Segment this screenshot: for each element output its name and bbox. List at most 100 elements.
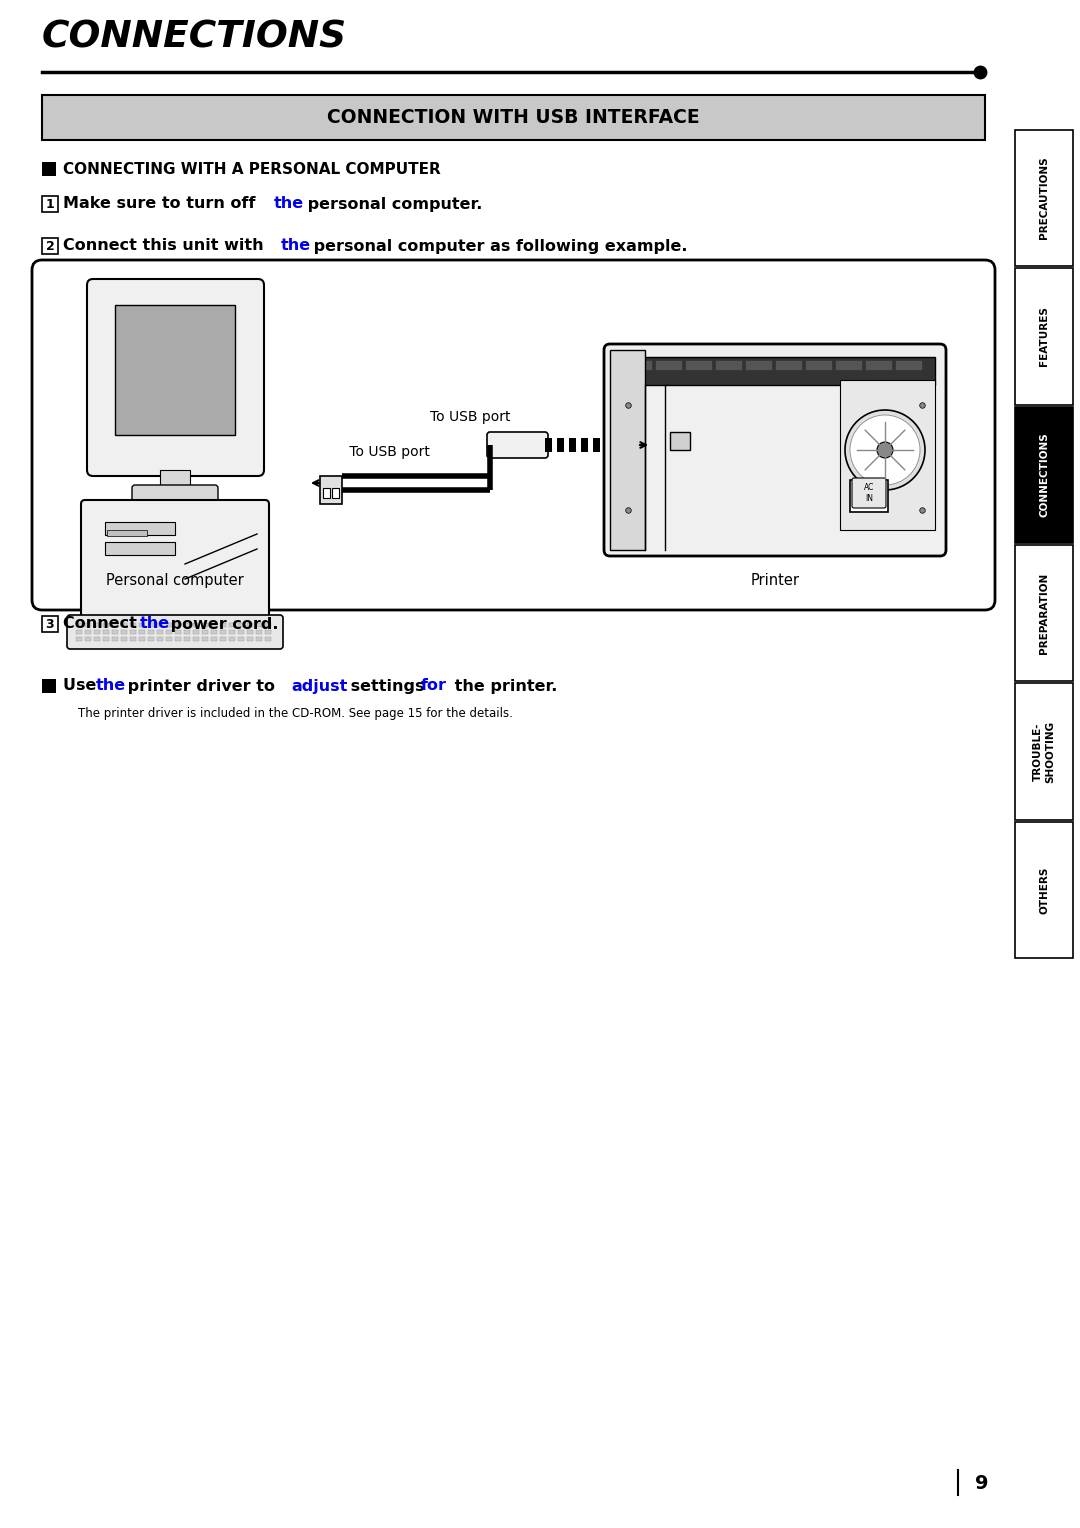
Bar xyxy=(895,361,922,370)
Text: CONNECTIONS: CONNECTIONS xyxy=(42,18,347,55)
Bar xyxy=(247,623,253,626)
Bar xyxy=(211,630,217,634)
Text: power cord.: power cord. xyxy=(165,616,279,631)
Text: Connect: Connect xyxy=(63,616,143,631)
Text: the: the xyxy=(140,616,171,631)
Bar xyxy=(211,623,217,626)
Bar xyxy=(85,630,91,634)
Bar xyxy=(121,630,127,634)
Text: Make sure to turn off: Make sure to turn off xyxy=(63,197,261,211)
Bar xyxy=(42,162,56,176)
Bar xyxy=(557,439,564,452)
Bar xyxy=(193,630,199,634)
Bar xyxy=(1015,269,1074,405)
Bar xyxy=(238,630,244,634)
Bar xyxy=(42,95,985,141)
Bar xyxy=(265,623,271,626)
Bar xyxy=(615,358,935,385)
Bar xyxy=(148,623,154,626)
Bar xyxy=(139,630,145,634)
Bar xyxy=(166,630,172,634)
Bar xyxy=(85,623,91,626)
Bar xyxy=(42,238,58,254)
Bar xyxy=(545,439,552,452)
Bar xyxy=(166,637,172,642)
Bar xyxy=(256,630,262,634)
Text: 3: 3 xyxy=(45,617,54,631)
Bar xyxy=(139,637,145,642)
Bar xyxy=(569,439,576,452)
Text: 9: 9 xyxy=(975,1475,988,1493)
Bar xyxy=(670,432,690,451)
FancyBboxPatch shape xyxy=(32,260,995,610)
FancyBboxPatch shape xyxy=(81,500,269,617)
Bar xyxy=(94,623,100,626)
Text: To USB port: To USB port xyxy=(430,410,515,423)
Bar xyxy=(229,637,235,642)
Bar xyxy=(103,630,109,634)
Bar xyxy=(202,637,208,642)
Bar xyxy=(121,637,127,642)
Bar xyxy=(332,487,339,498)
Text: 2: 2 xyxy=(45,240,54,252)
Text: Connect this unit with: Connect this unit with xyxy=(63,238,269,254)
Bar xyxy=(76,623,82,626)
Text: CONNECTION WITH USB INTERFACE: CONNECTION WITH USB INTERFACE xyxy=(327,108,700,127)
Bar xyxy=(76,630,82,634)
Bar xyxy=(256,623,262,626)
Bar xyxy=(256,637,262,642)
Bar xyxy=(220,623,226,626)
Bar xyxy=(112,630,118,634)
Bar xyxy=(130,630,136,634)
Circle shape xyxy=(877,442,893,458)
Text: for: for xyxy=(421,678,447,694)
Bar xyxy=(605,439,612,452)
Text: adjust: adjust xyxy=(291,678,348,694)
Bar xyxy=(130,637,136,642)
Bar xyxy=(247,630,253,634)
Bar xyxy=(265,630,271,634)
Circle shape xyxy=(845,410,924,490)
Bar xyxy=(148,637,154,642)
Text: AC
IN: AC IN xyxy=(864,483,874,503)
Bar xyxy=(175,637,181,642)
Bar xyxy=(105,542,175,555)
Bar xyxy=(175,630,181,634)
Circle shape xyxy=(850,416,920,484)
Bar xyxy=(184,630,190,634)
Bar xyxy=(148,630,154,634)
Bar xyxy=(238,623,244,626)
Text: PREPARATION: PREPARATION xyxy=(1039,573,1049,654)
Text: The printer driver is included in the CD-ROM. See page 15 for the details.: The printer driver is included in the CD… xyxy=(63,706,513,720)
Bar xyxy=(160,471,190,487)
Text: the: the xyxy=(96,678,126,694)
Text: the printer.: the printer. xyxy=(449,678,557,694)
Bar xyxy=(1015,683,1074,819)
Bar xyxy=(103,637,109,642)
Bar xyxy=(139,623,145,626)
Bar xyxy=(193,637,199,642)
Bar xyxy=(805,361,832,370)
Bar xyxy=(85,637,91,642)
Bar xyxy=(114,306,235,435)
FancyBboxPatch shape xyxy=(67,614,283,649)
Bar xyxy=(166,623,172,626)
Bar xyxy=(103,623,109,626)
Bar xyxy=(211,637,217,642)
Bar xyxy=(1015,545,1074,681)
Text: CONNECTING WITH A PERSONAL COMPUTER: CONNECTING WITH A PERSONAL COMPUTER xyxy=(63,162,441,177)
Text: To USB port: To USB port xyxy=(345,445,430,458)
Bar xyxy=(581,439,588,452)
Bar xyxy=(157,623,163,626)
Bar xyxy=(184,637,190,642)
Bar xyxy=(685,361,712,370)
Bar xyxy=(238,637,244,642)
Bar xyxy=(617,439,624,452)
Bar xyxy=(1015,822,1074,958)
Bar xyxy=(320,477,342,504)
Text: Use: Use xyxy=(63,678,102,694)
Bar xyxy=(850,480,888,512)
Bar xyxy=(593,439,600,452)
Bar xyxy=(265,637,271,642)
Bar xyxy=(220,630,226,634)
